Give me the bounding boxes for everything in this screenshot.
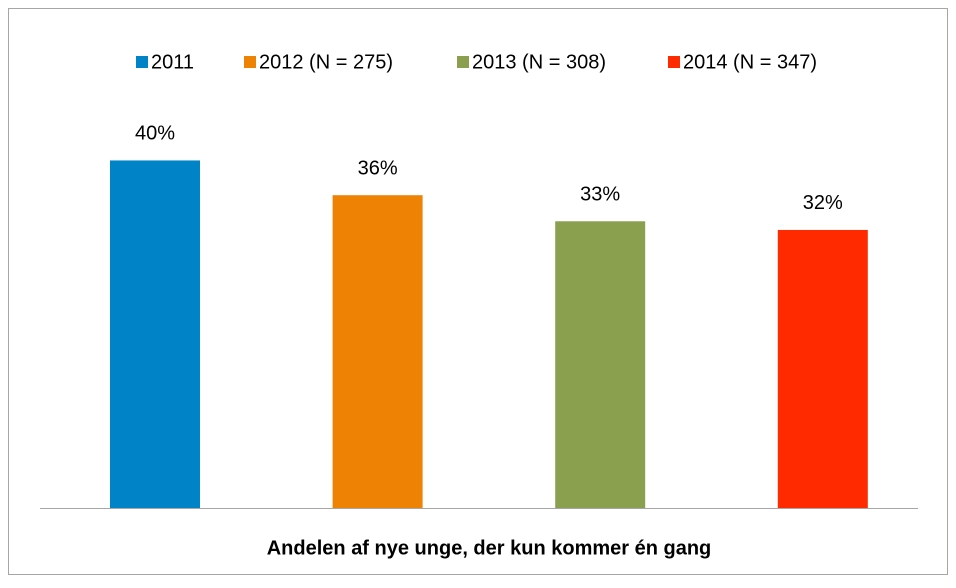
value-label: 40% (135, 123, 175, 145)
value-label: 33% (580, 184, 620, 206)
value-label: 36% (358, 157, 398, 179)
legend-label: 2011 (151, 51, 194, 73)
bar (555, 221, 646, 508)
legend-label: 2012 (N = 275) (259, 51, 393, 73)
legend-swatch (136, 56, 148, 68)
bar (332, 195, 423, 508)
category-label: Andelen af nye unge, der kun kommer én g… (267, 537, 712, 559)
legend-swatch (668, 56, 680, 68)
legend-label: 2013 (N = 308) (472, 51, 606, 73)
bar (777, 229, 868, 508)
legend-label: 2014 (N = 347) (683, 51, 817, 73)
value-label: 32% (803, 192, 843, 214)
legend-swatch (457, 56, 469, 68)
bar (110, 160, 200, 508)
legend-swatch (244, 56, 256, 68)
